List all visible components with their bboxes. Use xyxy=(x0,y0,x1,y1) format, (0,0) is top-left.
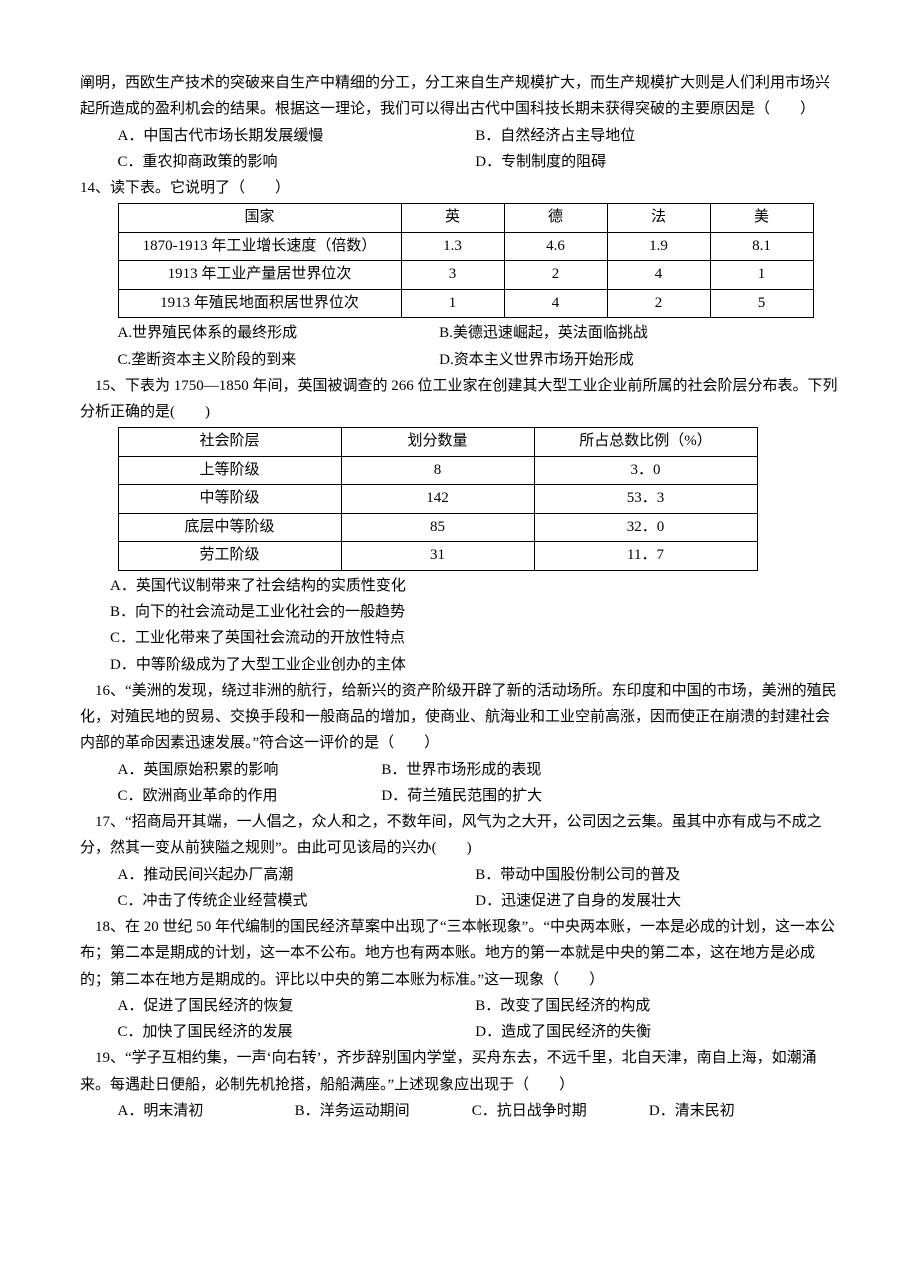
q16-opt-a: A．英国原始积累的影响 xyxy=(118,757,378,783)
q18-opt-d: D．造成了国民经济的失衡 xyxy=(475,1019,829,1045)
q19-opt-a: A．明末清初 xyxy=(118,1098,291,1124)
q17-opt-a: A．推动民间兴起办厂高潮 xyxy=(118,862,472,888)
table-cell: 1.9 xyxy=(607,232,710,261)
q14-opt-d: D.资本主义世界市场开始形成 xyxy=(439,347,793,373)
q18-opt-a: A．促进了国民经济的恢复 xyxy=(118,993,472,1019)
table-cell: 11．7 xyxy=(534,542,757,571)
table-cell: 上等阶级 xyxy=(118,456,341,485)
q13-opt-d: D．专制制度的阻碍 xyxy=(475,149,829,175)
table-cell: 32．0 xyxy=(534,513,757,542)
table-cell: 2 xyxy=(504,261,607,290)
table-header-cell: 美 xyxy=(710,204,813,233)
table-cell: 4 xyxy=(504,289,607,318)
q17-opt-c: C．冲击了传统企业经营模式 xyxy=(118,888,472,914)
q15-opt-c: C．工业化带来了英国社会流动的开放性特点 xyxy=(80,625,840,651)
q19-options: A．明末清初 B．洋务运动期间 C．抗日战争时期 D．清末民初 xyxy=(80,1098,840,1124)
q16-opt-d: D．荷兰殖民范围的扩大 xyxy=(381,783,542,809)
q19-opt-d: D．清末民初 xyxy=(649,1098,822,1124)
table-cell: 1870-1913 年工业增长速度（倍数） xyxy=(118,232,401,261)
table-header-cell: 划分数量 xyxy=(341,428,534,457)
table-cell: 中等阶级 xyxy=(118,485,341,514)
table-cell: 3 xyxy=(401,261,504,290)
table-row: 底层中等阶级8532．0 xyxy=(118,513,757,542)
table-cell: 4.6 xyxy=(504,232,607,261)
q15-opt-d: D．中等阶级成为了大型工业企业创办的主体 xyxy=(80,652,840,678)
table-cell: 8.1 xyxy=(710,232,813,261)
q18-opt-c: C．加快了国民经济的发展 xyxy=(118,1019,472,1045)
table-cell: 53．3 xyxy=(534,485,757,514)
table-row: 中等阶级14253．3 xyxy=(118,485,757,514)
q13-options-2: C．重农抑商政策的影响 D．专制制度的阻碍 xyxy=(80,149,840,175)
q18-opt-b: B．改变了国民经济的构成 xyxy=(475,993,829,1019)
table-cell: 1 xyxy=(710,261,813,290)
table-header-cell: 英 xyxy=(401,204,504,233)
q17-opt-b: B．带动中国股份制公司的普及 xyxy=(475,862,829,888)
table-cell: 4 xyxy=(607,261,710,290)
q19-opt-c: C．抗日战争时期 xyxy=(472,1098,645,1124)
q16-opt-c: C．欧洲商业革命的作用 xyxy=(118,783,378,809)
q13-opt-c: C．重农抑商政策的影响 xyxy=(118,149,472,175)
table-cell: 底层中等阶级 xyxy=(118,513,341,542)
q16-options-2: C．欧洲商业革命的作用 D．荷兰殖民范围的扩大 xyxy=(80,783,840,809)
table-row: 劳工阶级3111．7 xyxy=(118,542,757,571)
q18-options: A．促进了国民经济的恢复 B．改变了国民经济的构成 xyxy=(80,993,840,1019)
table-row: 1913 年工业产量居世界位次3241 xyxy=(118,261,813,290)
q16-options: A．英国原始积累的影响 B．世界市场形成的表现 xyxy=(80,757,840,783)
table-header-cell: 法 xyxy=(607,204,710,233)
table-header-cell: 国家 xyxy=(118,204,401,233)
q15-stem: 15、下表为 1750—1850 年间，英国被调查的 266 位工业家在创建其大… xyxy=(80,373,840,426)
q17-opt-d: D．迅速促进了自身的发展壮大 xyxy=(475,888,829,914)
q16-opt-b: B．世界市场形成的表现 xyxy=(381,757,541,783)
table-cell: 2 xyxy=(607,289,710,318)
q17-stem: 17、“招商局开其端，一人倡之，众人和之，不数年间，风气为之大开，公司因之云集。… xyxy=(80,809,840,862)
q13-opt-a: A．中国古代市场长期发展缓慢 xyxy=(118,123,472,149)
q18-options-2: C．加快了国民经济的发展 D．造成了国民经济的失衡 xyxy=(80,1019,840,1045)
table-header-cell: 社会阶层 xyxy=(118,428,341,457)
table-cell: 31 xyxy=(341,542,534,571)
q14-opt-a: A.世界殖民体系的最终形成 xyxy=(118,320,436,346)
table-cell: 142 xyxy=(341,485,534,514)
table-cell: 1 xyxy=(401,289,504,318)
table-cell: 85 xyxy=(341,513,534,542)
table-cell: 5 xyxy=(710,289,813,318)
q13-options: A．中国古代市场长期发展缓慢 B．自然经济占主导地位 xyxy=(80,123,840,149)
intro-para: 阐明，西欧生产技术的突破来自生产中精细的分工，分工来自生产规模扩大，而生产规模扩… xyxy=(80,70,840,123)
q19-stem: 19、“学子互相约集，一声‘向右转’，齐步辞别国内学堂，买舟东去，不远千里，北自… xyxy=(80,1045,840,1098)
q18-stem: 18、在 20 世纪 50 年代编制的国民经济草案中出现了“三本帐现象”。“中央… xyxy=(80,914,840,993)
q14-options-2: C.垄断资本主义阶段的到来 D.资本主义世界市场开始形成 xyxy=(80,347,840,373)
q13-opt-b: B．自然经济占主导地位 xyxy=(475,123,829,149)
table-header-cell: 德 xyxy=(504,204,607,233)
q16-stem: 16、“美洲的发现，绕过非洲的航行，给新兴的资产阶级开辟了新的活动场所。东印度和… xyxy=(80,678,840,757)
q15-opt-b: B．向下的社会流动是工业化社会的一般趋势 xyxy=(80,599,840,625)
table-cell: 劳工阶级 xyxy=(118,542,341,571)
table-cell: 1913 年工业产量居世界位次 xyxy=(118,261,401,290)
table-cell: 8 xyxy=(341,456,534,485)
table-cell: 1.3 xyxy=(401,232,504,261)
q15-table: 社会阶层划分数量所占总数比例（%）上等阶级83．0中等阶级14253．3底层中等… xyxy=(118,427,758,571)
table-row: 1870-1913 年工业增长速度（倍数）1.34.61.98.1 xyxy=(118,232,813,261)
q14-opt-b: B.美德迅速崛起，英法面临挑战 xyxy=(439,320,793,346)
table-header-cell: 所占总数比例（%） xyxy=(534,428,757,457)
q19-opt-b: B．洋务运动期间 xyxy=(295,1098,468,1124)
table-row: 上等阶级83．0 xyxy=(118,456,757,485)
q14-table: 国家英德法美1870-1913 年工业增长速度（倍数）1.34.61.98.11… xyxy=(118,203,814,318)
table-row: 1913 年殖民地面积居世界位次1425 xyxy=(118,289,813,318)
table-cell: 3．0 xyxy=(534,456,757,485)
table-cell: 1913 年殖民地面积居世界位次 xyxy=(118,289,401,318)
q14-opt-c: C.垄断资本主义阶段的到来 xyxy=(118,347,436,373)
q17-options-2: C．冲击了传统企业经营模式 D．迅速促进了自身的发展壮大 xyxy=(80,888,840,914)
q15-opt-a: A．英国代议制带来了社会结构的实质性变化 xyxy=(80,573,840,599)
q17-options: A．推动民间兴起办厂高潮 B．带动中国股份制公司的普及 xyxy=(80,862,840,888)
q14-options: A.世界殖民体系的最终形成 B.美德迅速崛起，英法面临挑战 xyxy=(80,320,840,346)
q14-stem: 14、读下表。它说明了（ ） xyxy=(80,175,840,201)
